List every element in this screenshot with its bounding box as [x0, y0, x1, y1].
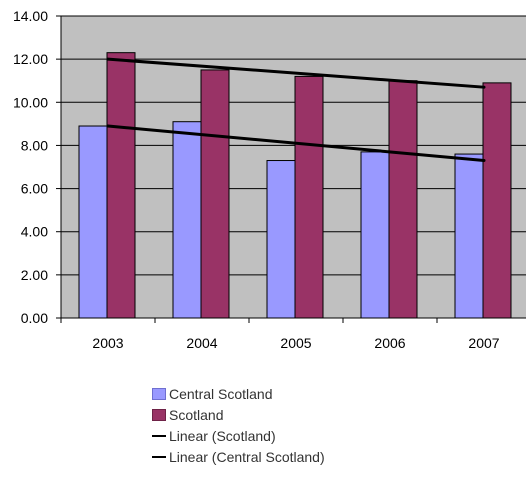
legend-item-scotland: Scotland — [152, 404, 325, 425]
bar-central-scotland-2004 — [172, 121, 202, 319]
legend: Central Scotland Scotland Linear (Scotla… — [152, 383, 325, 467]
x-tick-label: 2005 — [280, 335, 311, 351]
legend-swatch-scotland — [152, 408, 166, 421]
bar-central-scotland-2007 — [454, 153, 484, 319]
chart: 0.00 2.00 4.00 6.00 8.00 10.00 12.00 14.00 2003… — [13, 8, 526, 351]
legend-item-central-scotland: Central Scotland — [152, 383, 325, 404]
legend-label: Central Scotland — [169, 385, 273, 402]
bar-central-scotland-2005 — [266, 160, 296, 319]
legend-item-linear-scotland: Linear (Scotland) — [152, 425, 325, 446]
x-tick-label: 2004 — [186, 335, 217, 351]
y-tick-label: 8.00 — [21, 137, 48, 153]
legend-line-linear-scotland — [152, 434, 166, 437]
y-tick-label: 2.00 — [21, 267, 48, 283]
y-tick-label: 14.00 — [13, 8, 48, 24]
bar-scotland-2004 — [200, 69, 230, 319]
bar-central-scotland-2003 — [78, 125, 108, 319]
trendline-linear-central-scotland — [106, 124, 486, 163]
legend-label: Linear (Central Scotland) — [169, 448, 325, 465]
legend-item-linear-central-scotland: Linear (Central Scotland) — [152, 446, 325, 467]
x-tick-labels: 2003 2004 2005 2006 2007 — [92, 335, 499, 351]
legend-label: Linear (Scotland) — [169, 427, 276, 444]
axes — [56, 15, 526, 323]
x-tick-label: 2006 — [374, 335, 405, 351]
bar-scotland-2007 — [482, 82, 512, 319]
bar-scotland-2005 — [294, 75, 324, 319]
y-tick-label: 6.00 — [21, 181, 48, 197]
trendline-linear-scotland — [106, 57, 486, 89]
x-tick-label: 2007 — [468, 335, 499, 351]
bar-scotland-2003 — [106, 52, 136, 319]
legend-line-linear-central-scotland — [152, 455, 166, 458]
trendlines — [106, 57, 486, 163]
y-tick-label: 0.00 — [21, 310, 48, 326]
legend-label: Scotland — [169, 406, 224, 423]
x-tick-label: 2003 — [92, 335, 123, 351]
y-tick-label: 10.00 — [13, 94, 48, 110]
bar-scotland-2006 — [388, 80, 418, 319]
y-tick-label: 4.00 — [21, 224, 48, 240]
legend-swatch-central-scotland — [152, 387, 166, 400]
y-tick-label: 12.00 — [13, 51, 48, 67]
y-tick-labels: 0.00 2.00 4.00 6.00 8.00 10.00 12.00 14.00 — [13, 8, 48, 326]
bar-central-scotland-2006 — [360, 151, 390, 319]
